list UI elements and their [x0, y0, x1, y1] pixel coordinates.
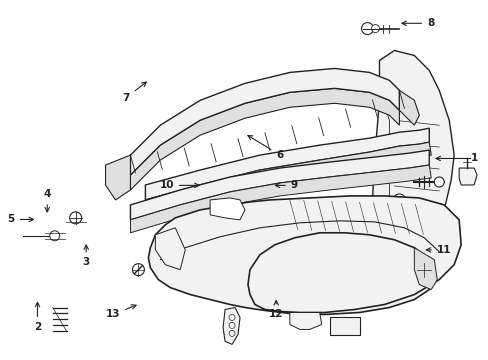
Circle shape [393, 194, 405, 206]
Circle shape [228, 330, 235, 336]
Text: 6: 6 [247, 135, 283, 160]
Text: 2: 2 [34, 302, 41, 332]
Polygon shape [399, 90, 419, 125]
Text: 12: 12 [268, 301, 283, 319]
Polygon shape [130, 88, 399, 190]
Text: 3: 3 [82, 245, 90, 267]
Polygon shape [105, 155, 130, 200]
Text: 7: 7 [122, 82, 146, 103]
Text: 8: 8 [401, 18, 433, 28]
Circle shape [50, 231, 60, 241]
Polygon shape [145, 128, 428, 200]
Polygon shape [130, 68, 399, 175]
Text: 13: 13 [105, 305, 136, 319]
Polygon shape [223, 307, 240, 345]
Circle shape [228, 323, 235, 328]
Polygon shape [148, 196, 460, 315]
Circle shape [371, 24, 379, 32]
Text: 9: 9 [275, 180, 297, 190]
Text: 4: 4 [43, 189, 51, 212]
Polygon shape [210, 198, 244, 220]
Circle shape [416, 263, 430, 276]
Polygon shape [413, 248, 436, 289]
Polygon shape [371, 50, 453, 275]
Circle shape [132, 264, 144, 276]
Polygon shape [130, 165, 430, 233]
Circle shape [433, 177, 443, 187]
Text: 11: 11 [426, 245, 450, 255]
Circle shape [361, 23, 373, 35]
Polygon shape [329, 318, 359, 336]
Polygon shape [289, 312, 321, 329]
Text: 10: 10 [159, 180, 199, 190]
Polygon shape [155, 228, 185, 270]
Circle shape [228, 315, 235, 320]
Polygon shape [458, 168, 476, 185]
Polygon shape [130, 150, 428, 220]
Text: 5: 5 [7, 215, 33, 224]
Text: 1: 1 [435, 153, 477, 163]
Polygon shape [145, 142, 430, 213]
Circle shape [69, 212, 81, 224]
